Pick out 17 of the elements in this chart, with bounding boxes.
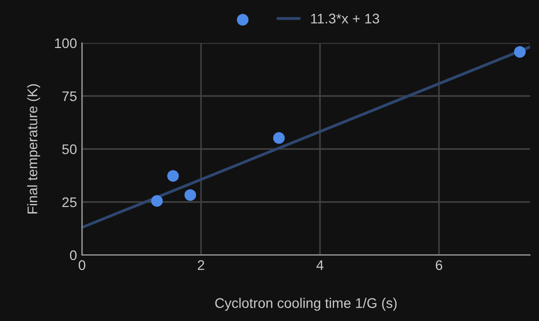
legend-label: 11.3*x + 13 — [311, 14, 380, 24]
y-tick-label: 100 — [55, 38, 77, 48]
x-tick-label: 2 — [198, 260, 204, 270]
point — [151, 195, 163, 207]
y-tick-label: 75 — [62, 91, 77, 102]
point — [273, 132, 285, 144]
y-tick-label: 50 — [62, 144, 77, 154]
x-tick-label: 4 — [316, 260, 324, 270]
y-tick-label: 25 — [62, 197, 77, 208]
x-tick-label: 0 — [78, 260, 86, 270]
point — [167, 170, 179, 182]
y-axis-title: Final temperature (K) — [27, 84, 40, 214]
point — [184, 189, 196, 201]
point — [514, 46, 526, 58]
x-tick-label: 6 — [436, 260, 442, 270]
y-tick-label: 0 — [70, 250, 77, 260]
x-axis-title: Cyclotron cooling time 1/G (s) — [215, 298, 397, 311]
